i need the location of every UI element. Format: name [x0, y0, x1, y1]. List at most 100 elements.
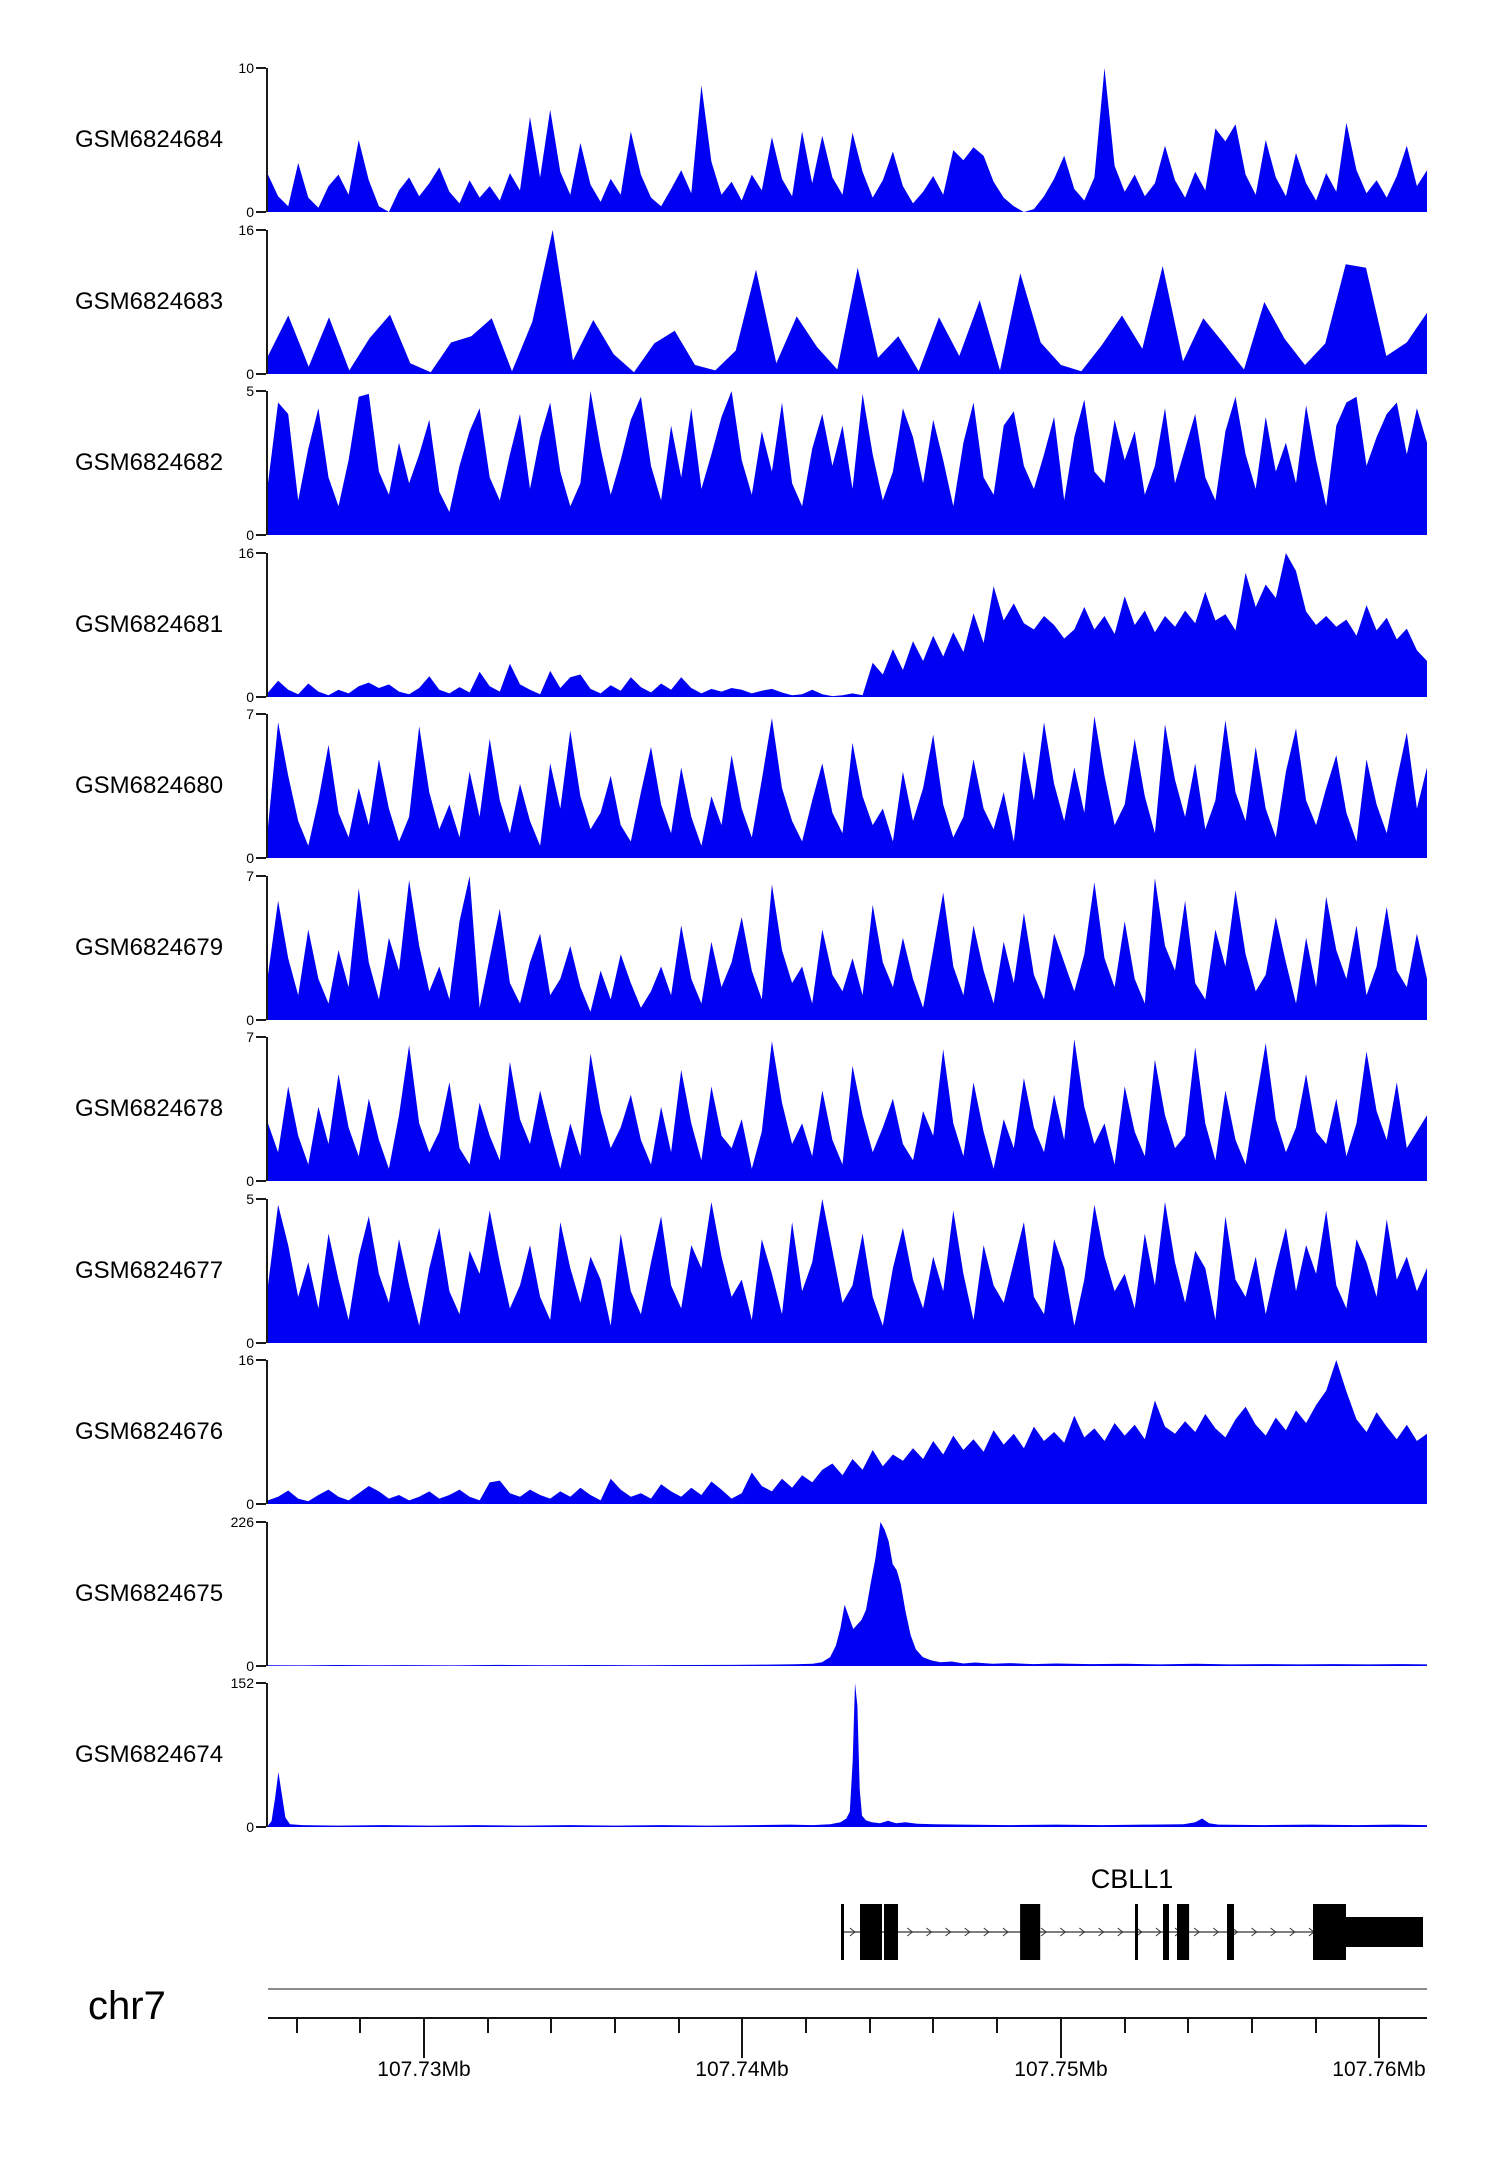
- gene-name-label: CBLL1: [1090, 1864, 1174, 1894]
- track-y-axis-top-tick: [256, 875, 266, 877]
- coverage-track-area: [268, 1522, 1427, 1666]
- ruler-minor-tick: [805, 2017, 807, 2033]
- ruler-minor-tick: [678, 2017, 680, 2033]
- track-y-axis-bottom-tick: [256, 1019, 266, 1021]
- track-label: GSM6824683: [75, 288, 224, 315]
- track-ymax-label: 16: [238, 545, 254, 561]
- strand-arrow-icon: [1212, 1927, 1220, 1937]
- strand-arrow-icon: [983, 1927, 990, 1937]
- track-y-axis-line: [266, 1522, 268, 1666]
- track-ymax-label: 10: [238, 60, 254, 76]
- ruler-minor-tick: [1187, 2017, 1189, 2033]
- track-y-axis-bottom-tick: [256, 1180, 266, 1182]
- track-y-axis-line: [266, 230, 268, 374]
- track-ymax-label: 7: [246, 706, 254, 722]
- track-label: GSM6824681: [75, 611, 224, 638]
- coverage-track-area: [268, 876, 1427, 1020]
- track-y-axis-top-tick: [256, 1521, 266, 1523]
- gene-exon: [1227, 1904, 1234, 1960]
- ruler-minor-tick: [1124, 2017, 1126, 2033]
- track-y-axis-line: [266, 876, 268, 1020]
- track-label: GSM6824682: [75, 449, 224, 476]
- track-yzero-label: 0: [246, 1819, 254, 1835]
- track-yzero-label: 0: [246, 1335, 254, 1351]
- track-label: GSM6824676: [75, 1418, 224, 1445]
- track-y-axis-top-tick: [256, 1036, 266, 1038]
- ruler-tick-label: 107.73Mb: [377, 2058, 471, 2081]
- ruler-major-tick: [741, 2017, 743, 2058]
- track-ymax-label: 7: [246, 868, 254, 884]
- track-yzero-label: 0: [246, 204, 254, 220]
- ruler-top-line: [268, 1988, 1427, 1990]
- ruler-axis-line: [268, 2017, 1427, 2019]
- ruler-tick-label: 107.74Mb: [695, 2058, 789, 2081]
- track-y-axis-bottom-tick: [256, 211, 266, 213]
- track-yzero-label: 0: [246, 366, 254, 382]
- track-yzero-label: 0: [246, 689, 254, 705]
- track-ymax-label: 5: [246, 1191, 254, 1207]
- track-ymax-label: 226: [230, 1514, 254, 1530]
- strand-arrow-icon: [1193, 1927, 1200, 1937]
- track-y-axis-bottom-tick: [256, 534, 266, 536]
- gene-exon: [1313, 1904, 1346, 1960]
- strand-arrow-icon: [906, 1927, 914, 1937]
- strand-arrow-icon: [849, 1927, 856, 1937]
- track-ymax-label: 16: [238, 222, 254, 238]
- chromosome-label: chr7: [88, 1984, 166, 2028]
- track-yzero-label: 0: [246, 1496, 254, 1512]
- ruler-minor-tick: [1315, 2017, 1317, 2033]
- coverage-track-area: [268, 68, 1427, 212]
- strand-arrow-icon: [1059, 1927, 1067, 1937]
- track-ymax-label: 5: [246, 383, 254, 399]
- coverage-track-area: [268, 1039, 1427, 1181]
- ruler-minor-tick: [932, 2017, 934, 2033]
- coverage-track-area: [268, 1683, 1427, 1827]
- track-y-axis-line: [266, 1683, 268, 1827]
- gene-exon: [884, 1904, 898, 1960]
- gene-exon: [1163, 1904, 1169, 1960]
- track-yzero-label: 0: [246, 527, 254, 543]
- track-ymax-label: 152: [230, 1675, 254, 1691]
- ruler-minor-tick: [996, 2017, 998, 2033]
- track-y-axis-bottom-tick: [256, 696, 266, 698]
- gene-exon: [1177, 1904, 1190, 1960]
- ruler-minor-tick: [869, 2017, 871, 2033]
- ruler-tick-label: 107.76Mb: [1332, 2058, 1426, 2081]
- track-y-axis-bottom-tick: [256, 1665, 266, 1667]
- gene-exon-utr: [1346, 1917, 1423, 1947]
- track-y-axis-top-tick: [256, 1359, 266, 1361]
- ruler-minor-tick: [487, 2017, 489, 2033]
- track-y-axis-line: [266, 1360, 268, 1504]
- track-ymax-label: 16: [238, 1352, 254, 1368]
- track-y-axis-bottom-tick: [256, 857, 266, 859]
- track-yzero-label: 0: [246, 850, 254, 866]
- coverage-track-area: [268, 230, 1427, 374]
- ruler-tick-label: 107.75Mb: [1014, 2058, 1108, 2081]
- track-y-axis-top-tick: [256, 713, 266, 715]
- track-y-axis-line: [266, 553, 268, 697]
- strand-arrow-icon: [1136, 1927, 1143, 1937]
- track-label: GSM6824674: [75, 1741, 224, 1768]
- track-y-axis-line: [266, 68, 268, 212]
- strand-arrow-icon: [1251, 1927, 1258, 1937]
- ruler-major-tick: [1378, 2017, 1380, 2058]
- strand-arrow-icon: [1270, 1927, 1277, 1937]
- track-ymax-label: 7: [246, 1029, 254, 1045]
- strand-arrow-icon: [1002, 1927, 1009, 1937]
- ruler-minor-tick: [359, 2017, 361, 2033]
- track-y-axis-top-tick: [256, 229, 266, 231]
- coverage-track-area: [268, 716, 1427, 858]
- track-label: GSM6824678: [75, 1095, 224, 1122]
- ruler-major-tick: [1060, 2017, 1062, 2058]
- strand-arrow-icon: [1040, 1927, 1047, 1937]
- track-y-axis-bottom-tick: [256, 373, 266, 375]
- track-y-axis-line: [266, 1037, 268, 1181]
- strand-arrow-icon: [1098, 1927, 1105, 1937]
- ruler-major-tick: [423, 2017, 425, 2058]
- track-label: GSM6824675: [75, 1580, 224, 1607]
- track-y-axis-line: [266, 391, 268, 535]
- ruler-minor-tick: [296, 2017, 298, 2033]
- ruler-minor-tick: [1251, 2017, 1253, 2033]
- track-y-axis-line: [266, 714, 268, 858]
- strand-arrow-icon: [1079, 1927, 1086, 1937]
